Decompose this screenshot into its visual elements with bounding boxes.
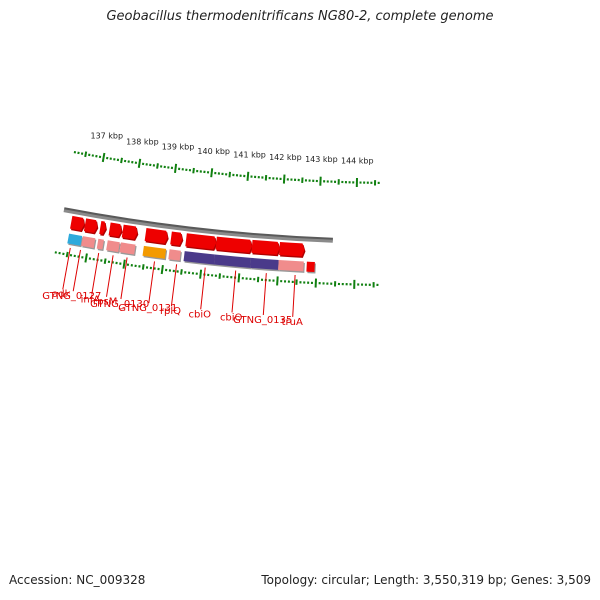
scale-tick bbox=[101, 152, 106, 163]
scale-tick bbox=[156, 163, 159, 169]
gene-label-leader bbox=[292, 274, 296, 317]
scale-label: 142 kbp bbox=[269, 153, 302, 162]
gene-box-adk bbox=[67, 233, 83, 246]
gene-layer bbox=[67, 233, 316, 274]
gene-label-leader bbox=[106, 255, 114, 297]
tick-layer bbox=[54, 151, 380, 289]
scale-label: 141 kbp bbox=[233, 150, 266, 159]
outer-tick bbox=[180, 269, 183, 275]
scale-tick bbox=[246, 171, 250, 181]
outer-tick bbox=[122, 259, 126, 269]
gene-label: GTNG_0127 bbox=[42, 291, 101, 302]
gene-label: cbiO bbox=[220, 312, 243, 323]
label-layer: adkGTNG_0127infArpsMGTNG_0130GTNG_0131rp… bbox=[42, 247, 303, 328]
cds-arrow bbox=[170, 231, 183, 246]
cds-arrow bbox=[99, 220, 106, 235]
gene-box-rpsm bbox=[106, 240, 120, 253]
gene-label: GTNG_0131 bbox=[118, 303, 177, 314]
gene-box-infa bbox=[96, 238, 105, 250]
gene-box-gtng_0135 bbox=[250, 257, 279, 270]
gene-label-leader bbox=[148, 261, 155, 304]
gene-label-leader bbox=[262, 273, 267, 316]
gene-label: rpsM bbox=[93, 297, 117, 308]
scale-tick bbox=[210, 168, 214, 178]
scale-tick bbox=[137, 158, 142, 168]
cds-arrow bbox=[279, 241, 305, 257]
cds-layer bbox=[70, 215, 306, 258]
scale-label: 138 kbp bbox=[126, 138, 159, 147]
outer-tick bbox=[276, 276, 279, 286]
gene-box-gtng_0127 bbox=[81, 236, 96, 249]
gene-box-gtng_0131 bbox=[142, 245, 167, 259]
topology-summary: Topology: circular; Length: 3,550,319 bp… bbox=[261, 573, 591, 587]
gene-label: adk bbox=[52, 289, 70, 300]
gene-label-leader bbox=[170, 264, 178, 307]
scale-tick bbox=[228, 171, 231, 178]
scale-tick bbox=[282, 174, 286, 184]
scale-tick bbox=[192, 167, 195, 174]
scale-label: 144 kbp bbox=[341, 157, 374, 166]
cds-arrow bbox=[144, 228, 168, 244]
outer-tick bbox=[237, 273, 241, 283]
outer-tick bbox=[218, 273, 221, 279]
gene-label: infA bbox=[81, 294, 101, 305]
scale-tick bbox=[120, 157, 123, 164]
gene-label-leader bbox=[62, 247, 71, 290]
outer-tick bbox=[65, 251, 69, 258]
gene-box-cbio bbox=[213, 254, 252, 268]
gene-label: rplQ bbox=[160, 306, 181, 317]
gene-label-leader bbox=[200, 267, 206, 310]
cds-arrow bbox=[215, 236, 252, 253]
gene-label-leader bbox=[91, 252, 100, 295]
gene-label: GTNG_0135 bbox=[233, 315, 292, 326]
accession-text: Accession: NC_009328 bbox=[9, 573, 146, 587]
gene-box-rplq bbox=[168, 249, 181, 261]
gene-box-cbio bbox=[183, 251, 215, 265]
scale-label: 139 kbp bbox=[162, 143, 195, 152]
genome-title: Geobacillus thermodenitrificans NG80-2, … bbox=[106, 9, 494, 24]
outer-tick bbox=[103, 258, 107, 264]
gene-box-next-gene bbox=[306, 261, 315, 272]
scale-label: 140 kbp bbox=[197, 147, 230, 156]
gene-box-gtng_0130 bbox=[119, 242, 136, 255]
gene-label: truA bbox=[282, 317, 303, 328]
gene-box-trua bbox=[278, 259, 304, 272]
gene-label: cbiO bbox=[189, 309, 212, 320]
cds-arrow bbox=[185, 233, 217, 250]
outer-tick bbox=[141, 264, 145, 270]
cds-arrow bbox=[83, 218, 98, 233]
scale-label: 137 kbp bbox=[90, 132, 123, 141]
gene-label: GTNG_0130 bbox=[90, 299, 149, 310]
backbone-layer bbox=[63, 207, 333, 243]
backbone-shadow bbox=[63, 207, 333, 241]
scale-tick bbox=[174, 163, 178, 174]
cds-arrow bbox=[70, 215, 85, 231]
scale-tick bbox=[84, 151, 88, 158]
outer-tick bbox=[84, 253, 88, 263]
cds-arrow bbox=[121, 224, 138, 240]
outer-tick bbox=[199, 269, 203, 279]
scale-label: 143 kbp bbox=[305, 155, 338, 164]
cds-arrow bbox=[108, 222, 122, 237]
gene-label-leader bbox=[72, 249, 81, 292]
outer-tick bbox=[160, 264, 164, 275]
gene-label-leader bbox=[120, 257, 128, 300]
gene-label-leader bbox=[231, 270, 237, 313]
cds-arrow bbox=[251, 239, 280, 255]
backbone-line bbox=[63, 209, 333, 243]
